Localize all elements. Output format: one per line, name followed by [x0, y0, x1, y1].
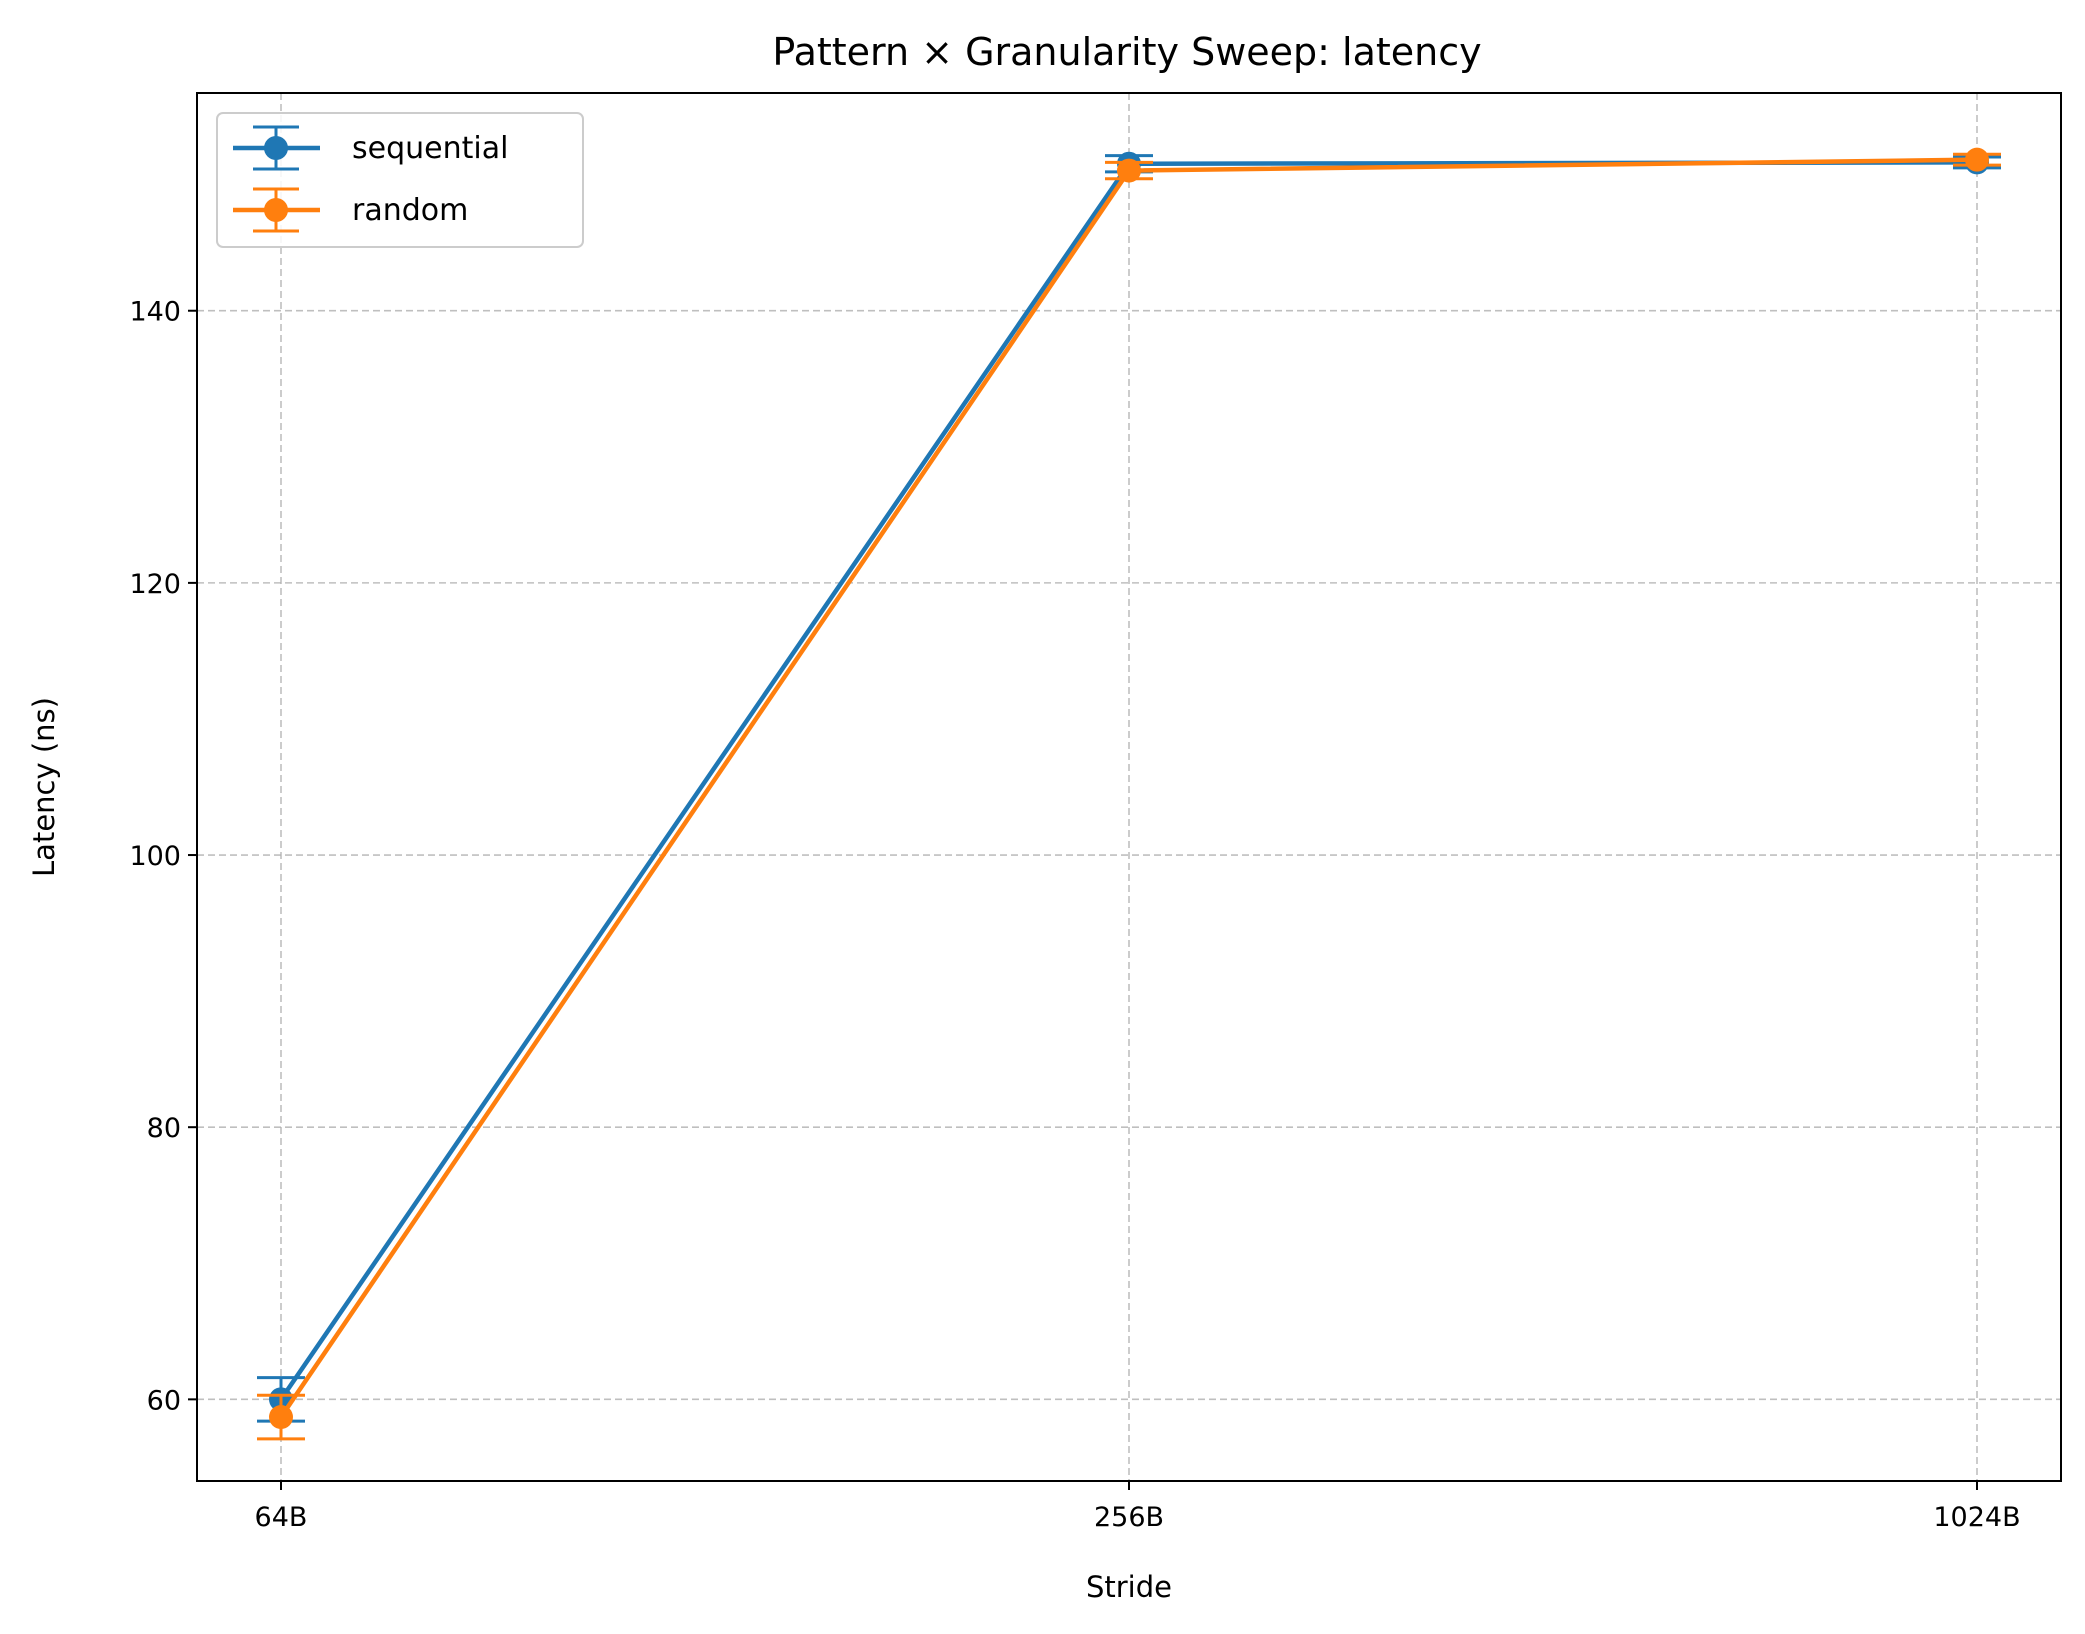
- y-tick-label: 120: [129, 569, 181, 600]
- x-tick-label: 1024B: [1933, 1502, 2020, 1533]
- legend-label: random: [352, 193, 468, 228]
- data-point: [269, 1405, 293, 1430]
- x-tick-label: 256B: [1094, 1502, 1164, 1533]
- x-axis-title: Stride: [1086, 1570, 1172, 1604]
- data-point: [1965, 147, 1989, 172]
- x-tick-label: 64B: [255, 1502, 308, 1533]
- legend-swatch-marker: [264, 136, 288, 160]
- chart-title: Pattern × Granularity Sweep: latency: [772, 30, 1481, 74]
- axes: 60 80 100 120 140 64B 256B 1024B: [129, 297, 2020, 1533]
- y-tick-label: 60: [147, 1385, 181, 1416]
- grid: [197, 93, 2061, 1481]
- y-tick-label: 100: [129, 841, 181, 872]
- series-random: [257, 147, 2001, 1441]
- legend-swatch-marker: [264, 198, 288, 222]
- y-axis-title: Latency (ns): [27, 697, 61, 877]
- data-point: [1117, 158, 1141, 183]
- legend: sequential random: [216, 112, 584, 248]
- y-tick-label: 80: [147, 1113, 181, 1144]
- legend-label: sequential: [352, 131, 508, 166]
- y-tick-label: 140: [129, 297, 181, 328]
- series-layer: [257, 147, 2001, 1441]
